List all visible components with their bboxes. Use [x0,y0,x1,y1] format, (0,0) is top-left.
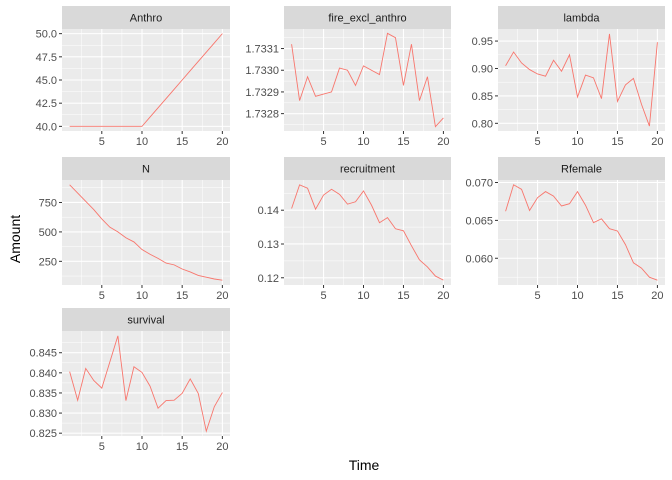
x-tick-label: 5 [99,290,105,302]
facet-strip [498,157,665,180]
facet-strip-label: Anthro [130,13,162,25]
facet-strip [62,157,230,180]
y-tick-label: 45.0 [36,75,57,87]
facet-strip-label: N [142,164,150,176]
y-tick-label: 40.0 [36,121,57,133]
x-tick-label: 20 [216,290,228,302]
x-tick-label: 15 [176,136,188,148]
series-line [505,184,658,281]
facet-strip-label: Rfemale [561,164,602,176]
facet-strip-label: lambda [563,13,600,25]
x-tick-label: 10 [357,136,369,148]
y-tick-label: 0.90 [472,63,493,75]
facet-strip-label: recruitment [340,164,395,176]
facet-strip [62,6,230,29]
facet-strip-label: survival [127,315,164,327]
y-tick-label: 0.14 [258,205,279,217]
y-tick-label: 0.85 [472,91,493,103]
y-tick-label: 0.80 [472,118,493,130]
y-axis-title: Amount [7,215,23,263]
x-tick-label: 20 [216,136,228,148]
y-tick-label: 0.835 [29,388,57,400]
x-tick-label: 15 [397,136,409,148]
x-tick-label: 5 [534,136,540,148]
x-tick-label: 10 [571,136,583,148]
y-tick-label: 500 [39,227,57,239]
x-tick-label: 10 [136,136,148,148]
panel-background [62,180,230,285]
y-tick-label: 0.065 [465,215,493,227]
facet-anthro: Anthro 5 10 15 20 40.0 42.5 45.0 47.5 50.0 [36,6,230,148]
y-tick-label: 0.060 [465,253,493,265]
y-tick-label: 1.7328 [245,109,279,121]
panel-background [284,180,451,285]
facet-recruitment: recruitment 5 10 15 20 0.12 0.13 0.14 [258,157,451,302]
x-tick-label: 20 [651,136,663,148]
y-tick-label: 250 [39,256,57,268]
y-tick-label: 0.825 [29,428,57,440]
series-line [505,33,658,127]
x-tick-label: 5 [320,136,326,148]
facet-strip [284,6,451,29]
facet-strip-label: fire_excl_anthro [328,13,406,25]
x-tick-label: 20 [216,441,228,453]
series-line [69,184,223,281]
x-tick-label: 5 [534,290,540,302]
x-tick-label: 10 [136,290,148,302]
facet-n: N 5 10 15 20 250 500 750 [39,157,230,302]
series-line [69,33,223,127]
series-line [291,184,444,281]
x-tick-label: 10 [571,290,583,302]
facet-fire-excl-anthro: fire_excl_anthro 5 10 15 20 1.7328 1.7329 1.733… [245,6,451,148]
y-tick-label: 0.840 [29,368,57,380]
x-tick-label: 5 [320,290,326,302]
y-tick-label: 47.5 [36,52,57,64]
x-tick-label: 15 [176,290,188,302]
facet-lambda: lambda 5 10 15 20 0.80 0.85 0.90 0.95 [472,6,665,148]
x-axis-title: Time [349,457,380,473]
y-tick-label: 0.830 [29,408,57,420]
x-tick-label: 5 [99,136,105,148]
y-tick-label: 0.845 [29,348,57,360]
x-tick-label: 20 [651,290,663,302]
x-tick-label: 15 [397,290,409,302]
y-tick-label: 0.95 [472,36,493,48]
facet-panels: Anthro 5 10 15 20 40.0 42.5 45.0 47.5 50.0 fire_ex… [29,6,665,453]
facet-strip [62,308,230,331]
y-tick-label: 0.13 [258,239,279,251]
x-tick-label: 15 [611,290,623,302]
facet-rfemale: Rfemale 5 10 15 20 0.060 0.065 0.070 [465,157,665,302]
y-tick-label: 1.7331 [245,44,279,56]
x-tick-label: 15 [176,441,188,453]
panel-background [62,331,230,436]
series-line [291,32,444,128]
y-tick-label: 0.12 [258,273,279,285]
y-tick-label: 750 [39,197,57,209]
facet-survival: survival 5 10 15 20 0.825 0.830 0.835 0.840 0.845 [29,308,230,453]
panel-background [498,29,665,131]
facet-strip [498,6,665,29]
y-tick-label: 1.7330 [245,65,279,77]
x-tick-label: 20 [437,136,449,148]
x-tick-label: 10 [357,290,369,302]
series-line [69,335,223,433]
y-tick-label: 50.0 [36,29,57,41]
x-tick-label: 15 [611,136,623,148]
x-tick-label: 10 [136,441,148,453]
x-tick-label: 20 [437,290,449,302]
y-tick-label: 1.7329 [245,87,279,99]
y-tick-label: 0.070 [465,178,493,190]
panel-background [498,180,665,285]
x-tick-label: 5 [99,441,105,453]
y-tick-label: 42.5 [36,98,57,110]
facet-strip [284,157,451,180]
